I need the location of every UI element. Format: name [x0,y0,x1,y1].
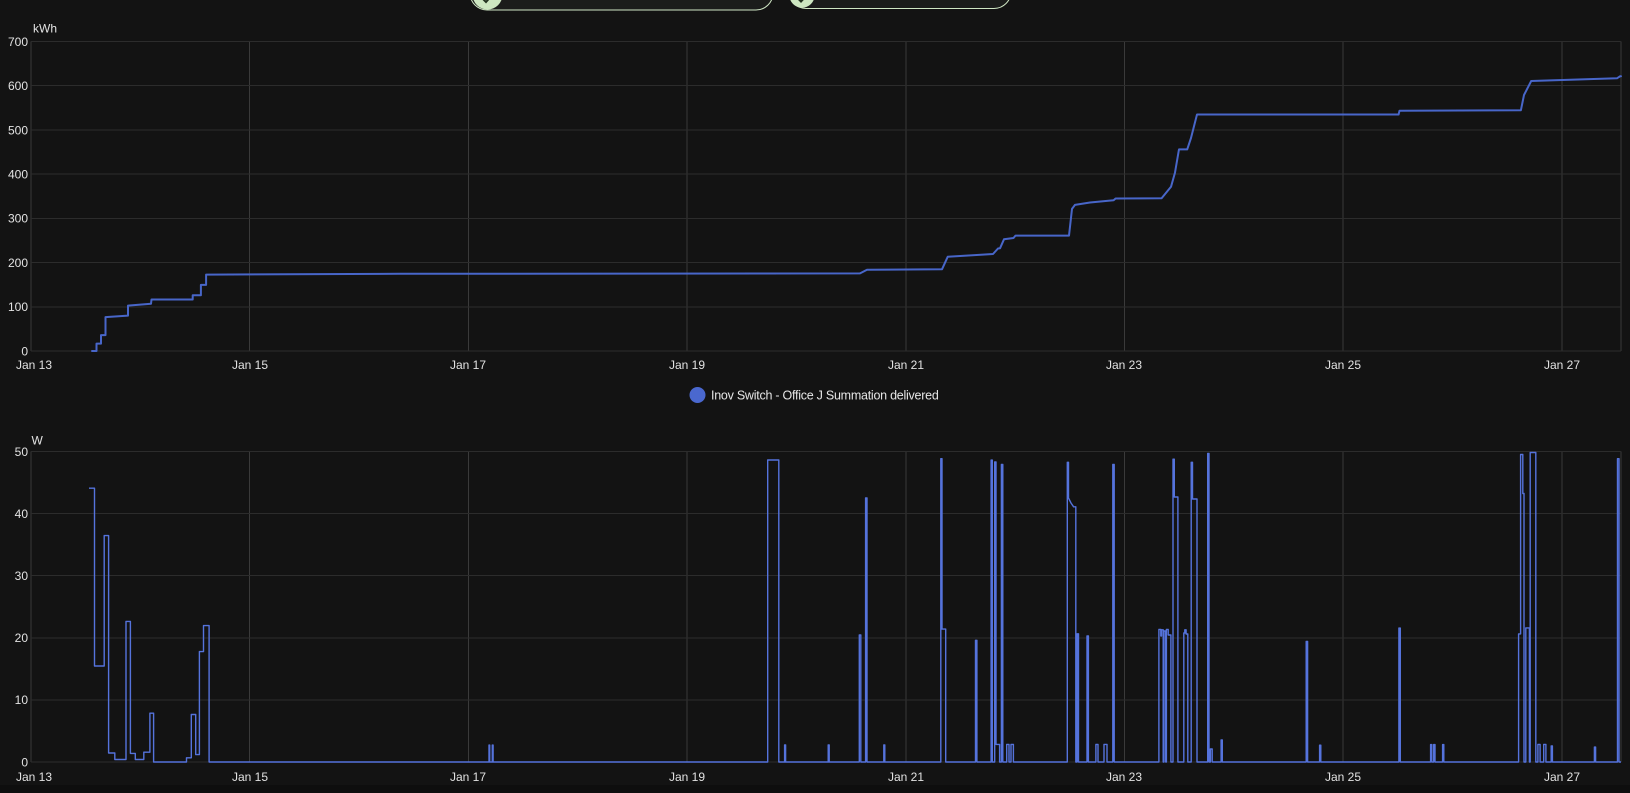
svg-text:Jan 19: Jan 19 [669,770,705,784]
svg-text:Jan 13: Jan 13 [16,770,52,784]
svg-text:20: 20 [15,631,29,645]
svg-text:Jan 23: Jan 23 [1106,358,1142,372]
svg-text:500: 500 [8,123,28,137]
svg-text:Jan 21: Jan 21 [888,770,924,784]
svg-text:Jan 21: Jan 21 [888,358,924,372]
svg-text:Jan 25: Jan 25 [1325,358,1361,372]
svg-text:40: 40 [15,507,29,521]
svg-text:700: 700 [8,35,28,49]
svg-text:Jan 23: Jan 23 [1106,770,1142,784]
svg-text:100: 100 [8,300,28,314]
svg-text:Jan 25: Jan 25 [1325,770,1361,784]
svg-text:Jan 15: Jan 15 [232,770,268,784]
svg-text:Jan 27: Jan 27 [1544,358,1580,372]
svg-text:kWh: kWh [33,22,57,36]
svg-text:400: 400 [8,168,28,182]
svg-text:50: 50 [15,445,29,459]
svg-text:Jan 17: Jan 17 [450,770,486,784]
svg-text:30: 30 [15,569,29,583]
svg-text:0: 0 [21,755,28,769]
svg-text:W: W [32,434,44,448]
svg-text:200: 200 [8,256,28,270]
svg-text:Jan 19: Jan 19 [669,358,705,372]
svg-text:Inov Switch - Office J Summati: Inov Switch - Office J Summation deliver… [711,389,939,403]
svg-text:10: 10 [15,693,29,707]
svg-text:Jan 27: Jan 27 [1544,770,1580,784]
svg-text:Jan 13: Jan 13 [16,358,52,372]
svg-text:300: 300 [8,212,28,226]
svg-text:600: 600 [8,79,28,93]
svg-text:Jan 15: Jan 15 [232,358,268,372]
svg-text:0: 0 [21,344,28,358]
svg-text:Jan 17: Jan 17 [450,358,486,372]
